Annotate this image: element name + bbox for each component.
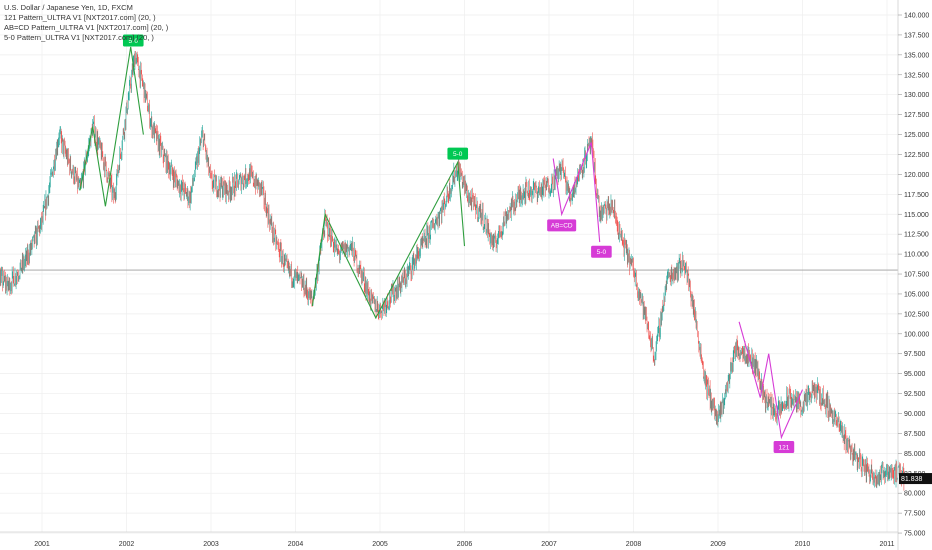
legend-5-0[interactable]: 5-0 Pattern_ULTRA V1 [NXT2017.com] (20, …: [4, 33, 154, 42]
pattern-badge[interactable]: 5-0: [122, 34, 144, 47]
pattern-line: [79, 46, 144, 207]
last-price-box: [899, 473, 932, 485]
price-series: [0, 51, 905, 491]
y-tick-label: 130.000: [904, 92, 929, 99]
pattern-badge[interactable]: AB=CD: [547, 219, 577, 232]
x-tick-label: 2011: [879, 541, 894, 548]
y-tick-label: 75.000: [904, 531, 926, 538]
pattern-line: [738, 321, 804, 440]
y-tick-label: 107.500: [904, 272, 929, 279]
y-tick-label: 112.500: [904, 232, 929, 239]
y-tick-label: 137.500: [904, 32, 929, 39]
last-price-text: 81.838: [901, 476, 923, 483]
badge-text: AB=CD: [551, 223, 573, 230]
x-tick-label: 2002: [119, 541, 135, 548]
pattern-badge[interactable]: 121: [773, 440, 795, 453]
x-tick-label: 2005: [372, 541, 388, 548]
badge-text: 5-0: [129, 38, 139, 45]
x-tick-label: 2006: [457, 541, 473, 548]
x-tick-label: 2004: [288, 541, 304, 548]
badge-text: 121: [778, 444, 789, 451]
badge-box: [591, 245, 612, 258]
y-tick-label: 85.000: [904, 451, 926, 458]
y-tick-label: 100.000: [904, 331, 929, 338]
y-tick-label: 92.500: [904, 391, 926, 398]
y-tick-label: 115.000: [904, 212, 929, 219]
y-tick-label: 95.000: [904, 371, 926, 378]
badge-box: [773, 440, 795, 453]
y-tick-label: 135.000: [904, 52, 929, 59]
x-tick-label: 2009: [710, 541, 726, 548]
x-tick-label: 2001: [34, 541, 50, 548]
grid: [0, 0, 898, 534]
legend-title: U.S. Dollar / Japanese Yen, 1D, FXCM: [4, 3, 133, 12]
badge-box: [122, 34, 144, 47]
pattern-badges: 5-0 5-0 AB=CD 5-0 121: [122, 34, 795, 453]
y-tick-label: 125.000: [904, 132, 929, 139]
badge-box: [547, 219, 577, 232]
y-tick-label: 80.000: [904, 491, 926, 498]
y-tick-label: 120.000: [904, 172, 929, 179]
y-tick-label: 117.500: [904, 192, 929, 199]
pattern-line: [311, 160, 466, 320]
chart-legend: U.S. Dollar / Japanese Yen, 1D, FXCM 121…: [4, 3, 168, 43]
x-tick-label: 2010: [795, 541, 811, 548]
pattern-badge[interactable]: 5-0: [447, 147, 469, 160]
pattern-badge[interactable]: 5-0: [591, 245, 612, 258]
y-tick-label: 105.000: [904, 291, 929, 298]
y-tick-label: 77.500: [904, 511, 926, 518]
pattern-overlays: [79, 46, 804, 440]
y-tick-label: 110.000: [904, 252, 929, 259]
time-axis[interactable]: 2001 2002 2003 2004 2005 2006 2007 2008 2009 2010…: [0, 531, 898, 548]
y-tick-label: 122.500: [904, 152, 929, 159]
pattern-line: [552, 142, 601, 243]
legend-121[interactable]: 121 Pattern_ULTRA V1 [NXT2017.com] (20, …: [4, 13, 156, 22]
x-tick-label: 2007: [541, 541, 557, 548]
badge-text: 5-0: [453, 151, 463, 158]
last-price-label: 81.838: [899, 473, 932, 485]
badge-text: 5-0: [597, 249, 607, 256]
price-axis[interactable]: 140.000 137.500 135.000 132.500 130.000 127.5…: [898, 13, 929, 538]
y-tick-label: 140.000: [904, 13, 929, 20]
y-tick-label: 102.500: [904, 311, 929, 318]
y-tick-label: 132.500: [904, 72, 929, 79]
legend-abcd[interactable]: AB=CD Pattern_ULTRA V1 [NXT2017.com] (20…: [4, 23, 169, 32]
x-tick-label: 2003: [203, 541, 219, 548]
x-tick-label: 2008: [626, 541, 642, 548]
y-tick-label: 97.500: [904, 351, 926, 358]
badge-box: [447, 147, 469, 160]
y-tick-label: 90.000: [904, 411, 926, 418]
y-tick-label: 127.500: [904, 112, 929, 119]
y-tick-label: 87.500: [904, 431, 926, 438]
